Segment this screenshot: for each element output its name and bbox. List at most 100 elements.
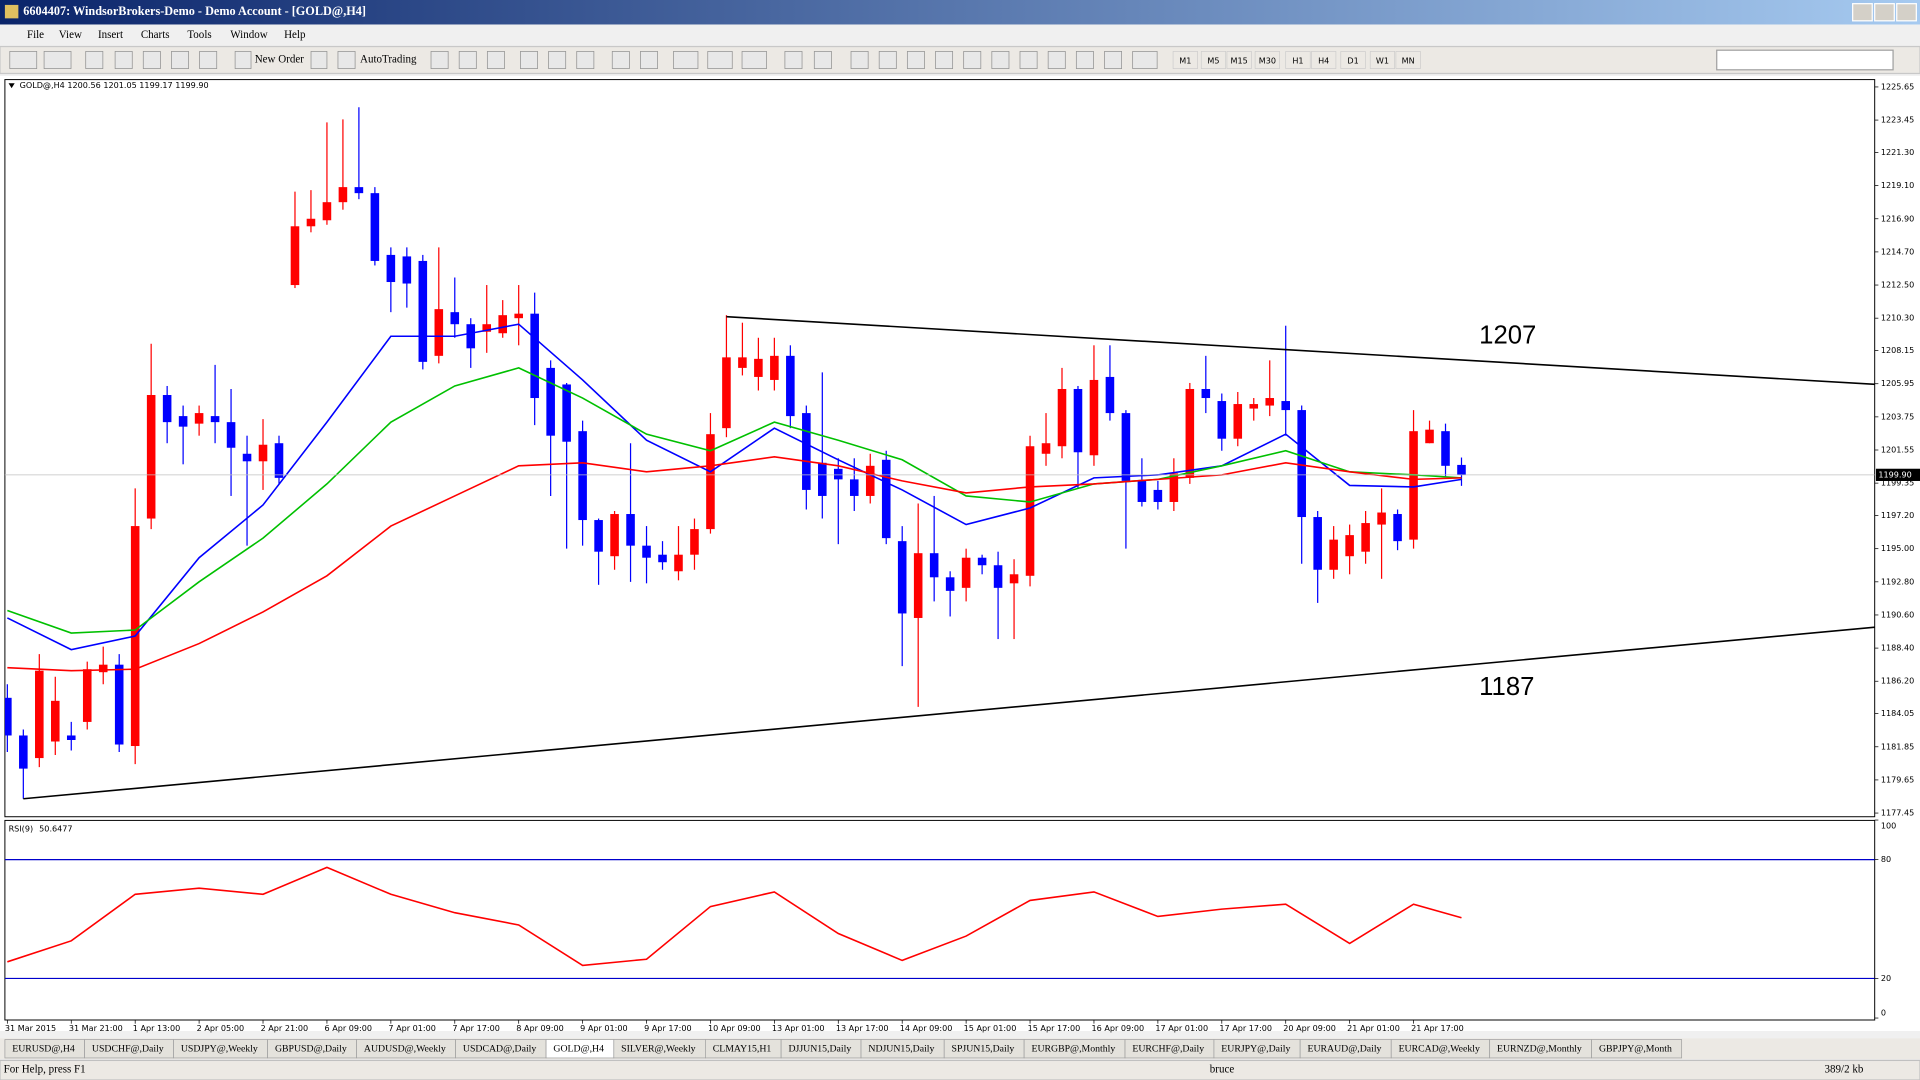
candle-body [786,355,795,417]
x-tick-label: 14 Apr 09:00 [900,1023,953,1033]
y-tick-label: 20 [1881,973,1891,983]
x-tick-label: 20 Apr 09:00 [1283,1023,1336,1033]
tab-label: GBPUSD@,Daily [275,1044,347,1055]
timeframe-frame [1311,51,1337,69]
candle-body [1313,517,1322,570]
candle-body [66,735,76,740]
candle-body [1265,398,1275,406]
y-tick-label: 1216.90 [1881,213,1914,223]
candle-body [354,187,364,194]
price-label: 1199.90 [1878,469,1911,479]
header-marker [8,83,15,89]
candle-body [1121,413,1131,481]
close-button[interactable] [1896,3,1917,22]
maximize-button[interactable] [1874,3,1895,22]
candle-body [162,395,172,423]
y-tick-label: 1223.45 [1881,115,1914,125]
menu-item[interactable]: Insert [98,29,123,41]
tab-label: EURAUD@,Daily [1307,1044,1381,1055]
trendline [23,626,1875,800]
timeframe-button[interactable]: M5 [1207,56,1219,66]
candle-body [690,529,699,555]
minimize-button[interactable] [1852,3,1873,22]
tab-label: NDJUN15,Daily [868,1044,934,1055]
timeframe-button[interactable]: H1 [1292,56,1303,66]
candle-body [1105,376,1115,414]
status-user: bruce [1210,1064,1235,1076]
menu-item[interactable]: View [59,29,82,41]
chart-header: GOLD@,H4 1200.56 1201.05 1199.17 1199.90 [20,80,209,90]
autotrading-button[interactable]: AutoTrading [360,54,417,66]
menu-item[interactable]: Help [284,29,306,41]
timeframe-frame [1285,51,1311,69]
tab-label: AUDUSD@,Weekly [364,1044,446,1055]
candle-body [834,468,843,480]
candle-body [913,553,923,618]
y-tick-label: 0 [1881,1008,1886,1018]
x-tick-label: 7 Apr 17:00 [452,1023,500,1033]
tab-label: EURUSD@,H4 [12,1044,75,1055]
tab-label: EURGBP@,Monthly [1031,1044,1115,1055]
timeframe-button[interactable]: W1 [1376,56,1389,66]
menu-item[interactable]: File [27,29,44,41]
timeframe-frame [1226,51,1252,69]
new-order-button[interactable]: New Order [255,54,305,66]
timeframe-frame [1395,51,1421,69]
tab-label: CLMAY15,H1 [713,1044,772,1055]
y-tick-label: 1205.95 [1881,378,1914,388]
tab-label: USDJPY@,Weekly [181,1044,258,1055]
y-tick-label: 1199.35 [1881,478,1914,488]
timeframe-button[interactable]: M30 [1259,56,1276,66]
candle-body [498,315,507,334]
candle-body [338,187,348,203]
timeframe-button[interactable]: MN [1402,56,1415,66]
candle-body [818,462,827,496]
rsi-pane [4,819,1876,1021]
candle-body [1233,404,1243,439]
candle-body [226,422,236,448]
timeframe-button[interactable]: M1 [1179,56,1191,66]
candle-body [562,384,571,442]
candle-body [274,443,284,478]
candle-body [754,358,763,377]
candle-body [1025,446,1035,576]
candle-body [242,453,252,462]
timeframe-button[interactable]: D1 [1347,56,1358,66]
candle-body [1169,473,1179,502]
candle-body [51,700,60,742]
y-tick-label: 1203.75 [1881,411,1914,421]
candle-body [1073,388,1083,453]
moving-average [7,367,1462,634]
candle-body [210,416,220,423]
candle-body [738,357,747,368]
tab[interactable] [1591,1039,1683,1059]
candle-body [1041,443,1051,454]
x-tick-label: 31 Mar 21:00 [69,1023,123,1033]
y-tick-label: 1201.55 [1881,445,1914,455]
title-bar [0,0,1920,25]
candle-body [642,545,651,558]
y-tick-label: 1221.30 [1881,147,1914,157]
tab-label: SILVER@,Weekly [621,1044,696,1055]
tab-label: GBPJPY@,Month [1599,1044,1672,1055]
rsi-line [7,866,1462,967]
candle-body [450,312,460,325]
candle-body [466,324,476,349]
candle-body [770,355,779,380]
moving-average [6,323,1462,651]
status-traffic: 389/2 kb [1824,1064,1863,1076]
timeframe-button[interactable]: H4 [1318,56,1329,66]
plot-group [4,107,1875,800]
menu-item[interactable]: Charts [141,29,170,41]
menu-item[interactable]: Window [230,29,268,41]
x-tick-label: 7 Apr 01:00 [388,1023,436,1033]
x-tick-label: 8 Apr 09:00 [516,1023,564,1033]
search-box[interactable] [1716,49,1894,71]
status-help: For Help, press F1 [4,1064,86,1076]
toolbar-icons [9,51,1158,69]
candle-body [82,669,92,722]
menu-item[interactable]: Tools [187,29,211,41]
x-tick-label: 1 Apr 13:00 [133,1023,181,1033]
x-tick-label: 21 Apr 17:00 [1411,1023,1464,1033]
timeframe-button[interactable]: M15 [1231,56,1248,66]
